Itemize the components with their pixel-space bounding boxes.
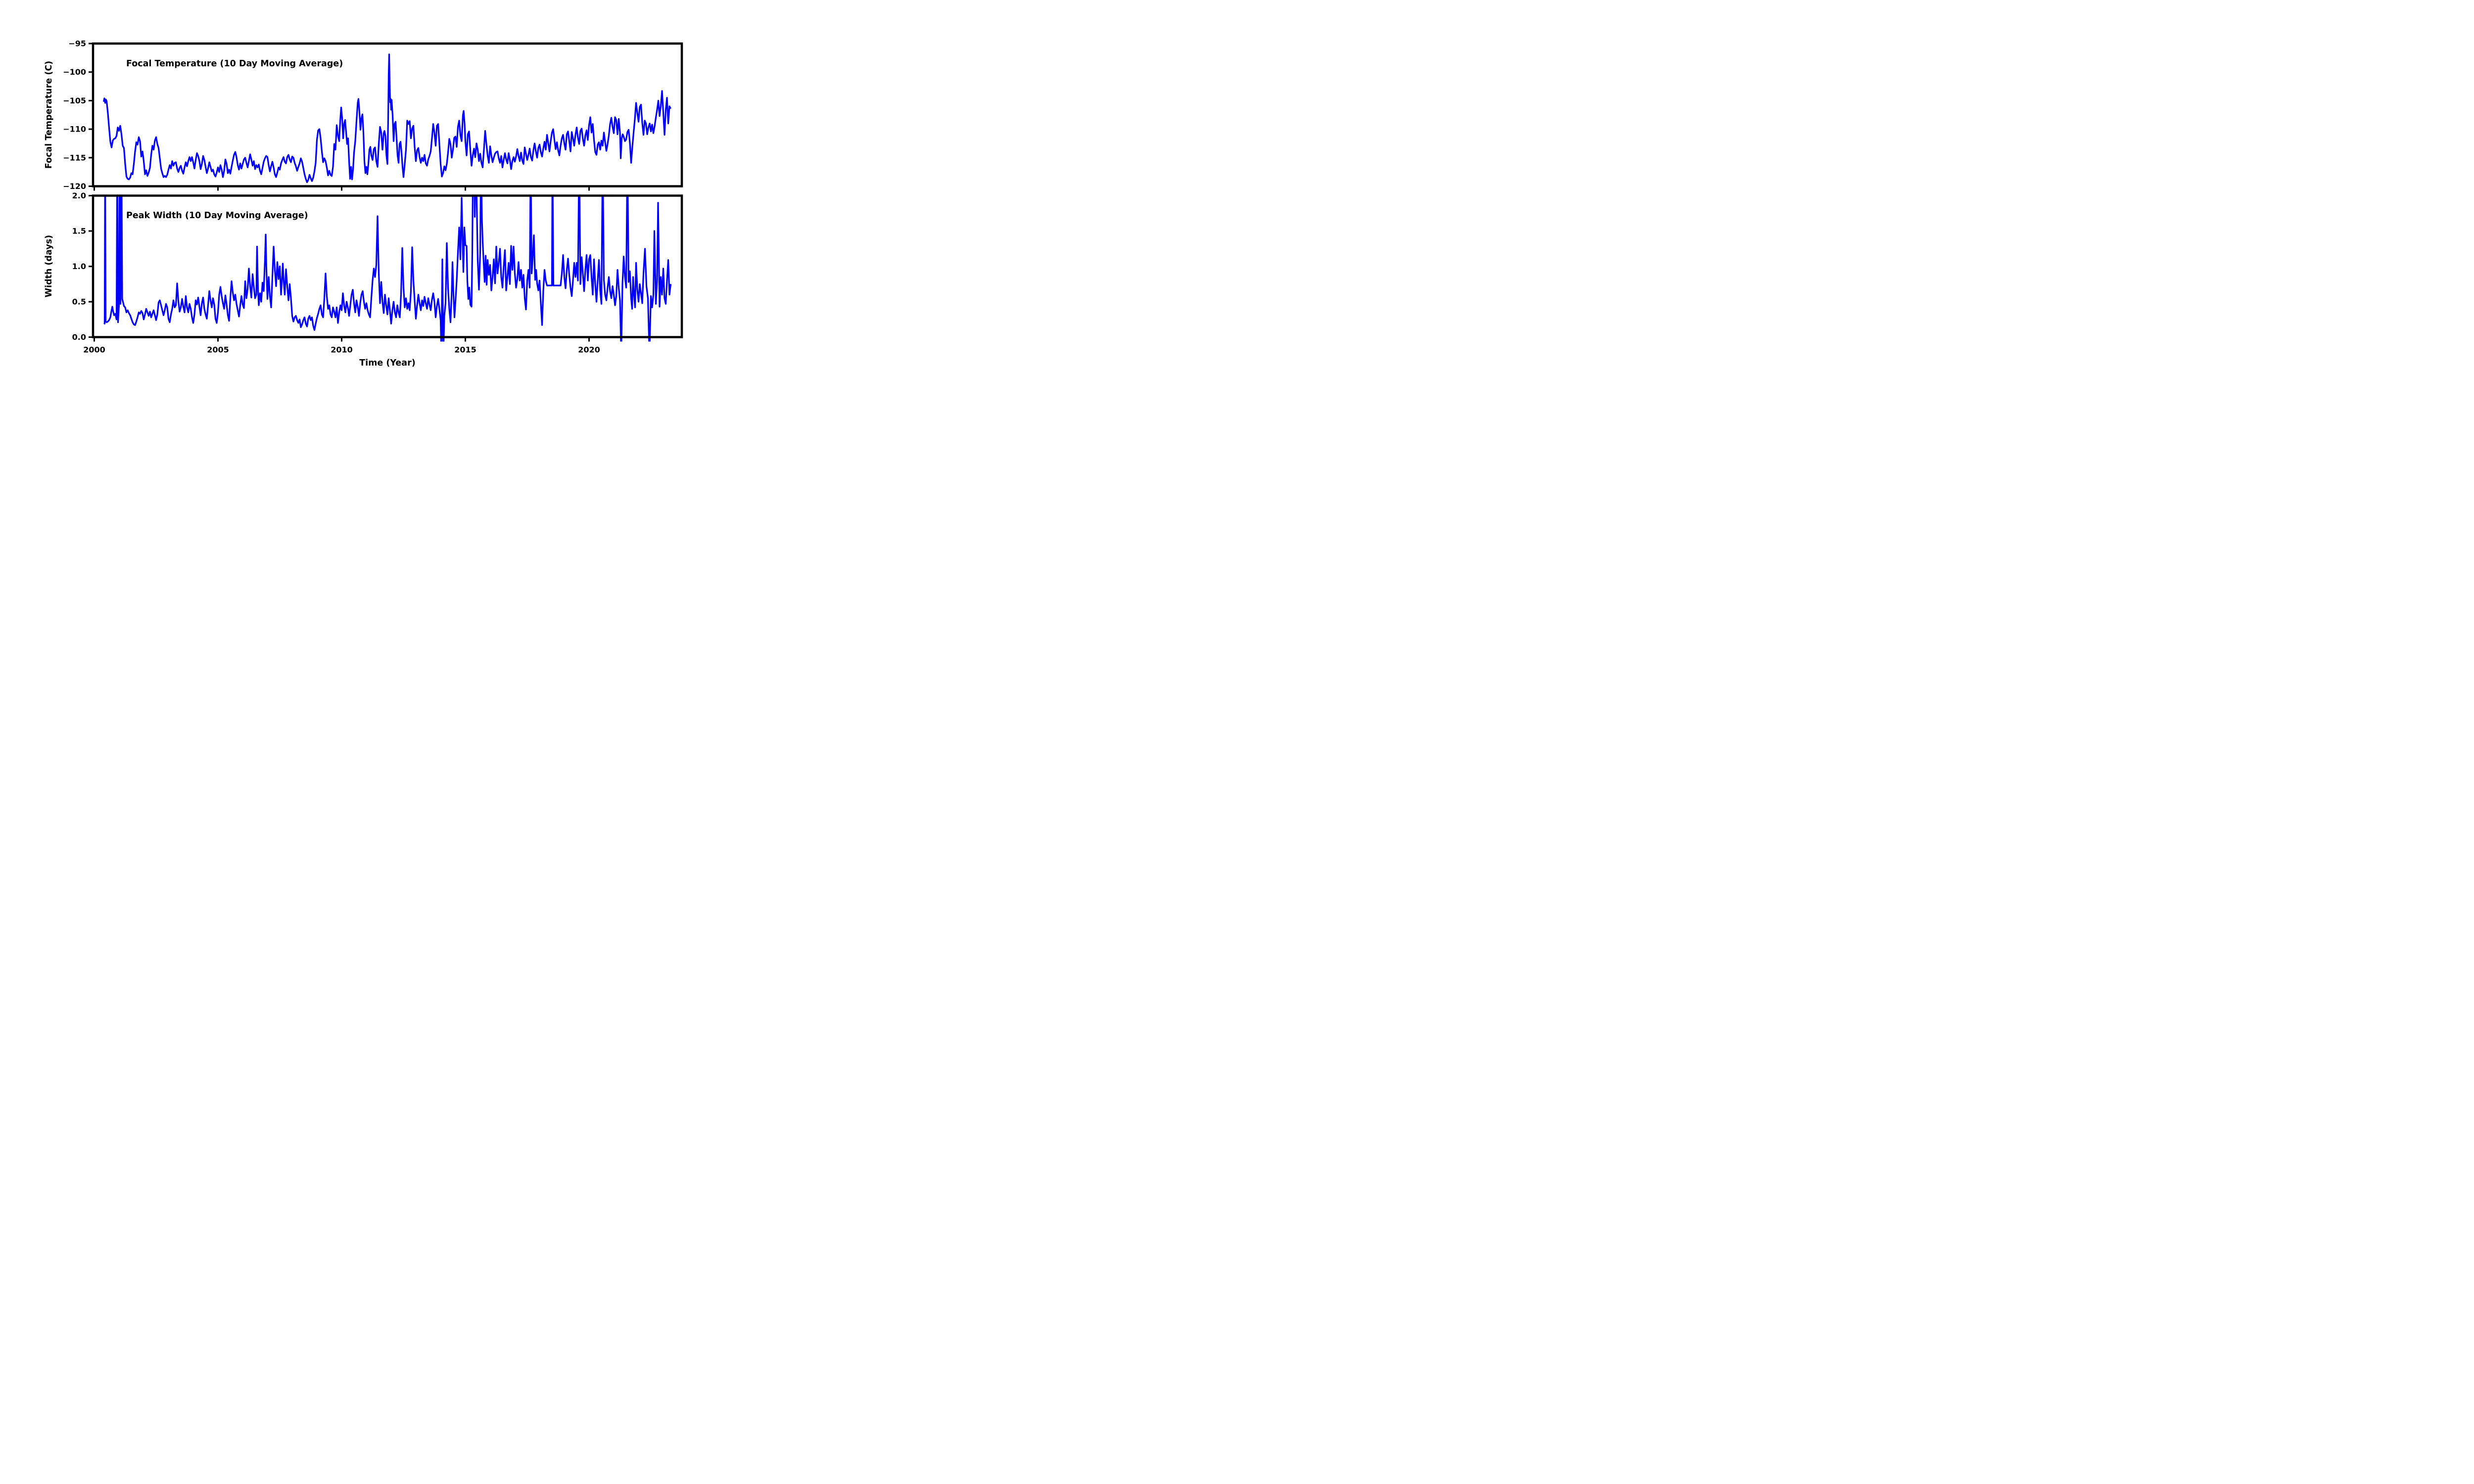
bottom-chart-title: Peak Width (10 Day Moving Average): [126, 211, 308, 221]
figure: −95 −100 −105 −110 −115 −120 2.0 1.5 1.0 0.5 0.0 20…: [0, 0, 742, 371]
y-tick-label: 2.0: [72, 191, 86, 200]
axes-frame: [92, 194, 683, 338]
x-tick-label: 2010: [331, 345, 353, 355]
x-tick-label: 2015: [454, 345, 476, 355]
axes-frame: [92, 42, 683, 187]
x-axis-label: Time (Year): [359, 358, 416, 368]
y-tick-label: 0.5: [72, 297, 86, 307]
y-tick-label: −120: [63, 182, 86, 191]
series-line: [102, 53, 671, 183]
y-tick-label: −95: [68, 39, 86, 48]
y-tick-label: −105: [63, 96, 86, 105]
x-tick-label: 2020: [578, 345, 600, 355]
y-tick-label: 1.0: [72, 262, 86, 271]
top-chart-title: Focal Temperature (10 Day Moving Average…: [126, 59, 343, 69]
top-y-axis-label: Focal Temperature (C): [44, 61, 54, 169]
y-tick-label: 1.5: [72, 227, 86, 236]
bottom-y-axis-label: Width (days): [44, 235, 54, 297]
y-tick-label: 0.0: [72, 332, 86, 342]
y-tick-label: −110: [63, 125, 86, 134]
series-line: [103, 195, 672, 342]
y-tick-label: −100: [63, 67, 86, 77]
x-tick-label: 2005: [207, 345, 229, 355]
y-tick-label: −115: [63, 153, 86, 162]
x-tick-label: 2000: [83, 345, 105, 355]
